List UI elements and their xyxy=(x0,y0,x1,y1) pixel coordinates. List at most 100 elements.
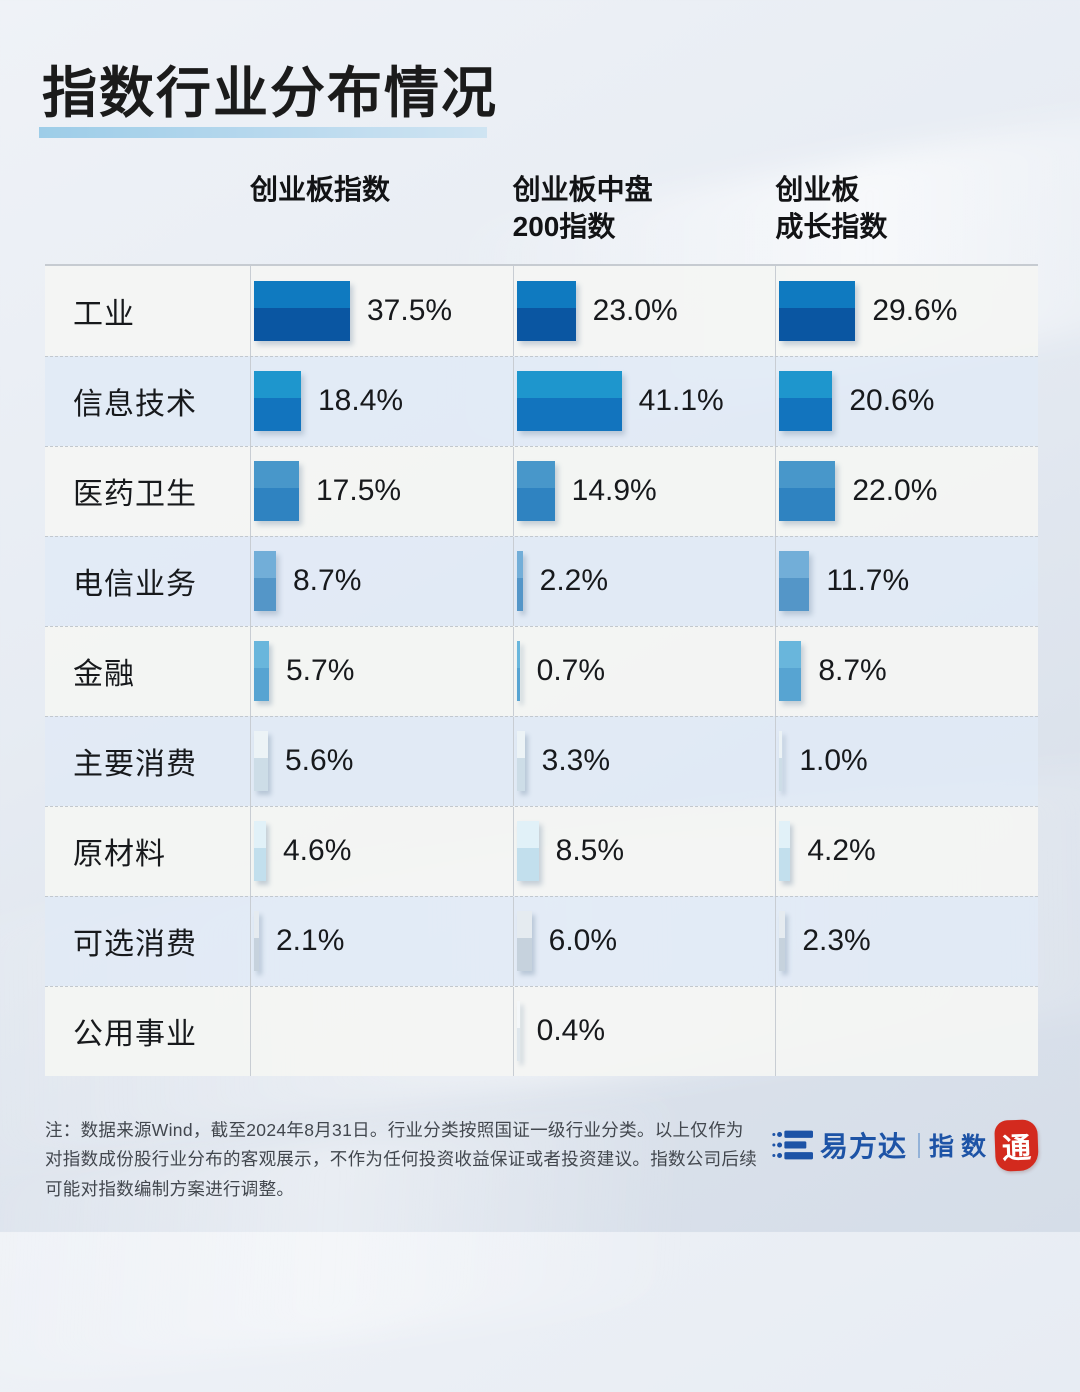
distribution-bar xyxy=(779,371,833,432)
distribution-bar xyxy=(779,911,786,972)
percentage-value: 11.7% xyxy=(826,564,910,598)
bar-cell: 2.2% xyxy=(512,536,776,626)
bar-cell xyxy=(250,986,513,1076)
row-label: 主要消费 xyxy=(73,748,197,782)
distribution-bar xyxy=(779,551,810,612)
bar-cell: 23.0% xyxy=(512,265,776,356)
percentage-value: 4.6% xyxy=(283,834,352,868)
bar-cell: 11.7% xyxy=(775,536,1038,626)
bar-cell: 22.0% xyxy=(775,446,1038,536)
percentage-value: 2.1% xyxy=(276,924,345,958)
percentage-value: 18.4% xyxy=(318,384,404,418)
table-row: 工业 37.5% 23.0% 29.6% xyxy=(45,265,1038,356)
brand-name: 易方达 xyxy=(819,1131,907,1163)
table-row: 原材料 4.6% 8.5% 4.2% xyxy=(45,805,1038,896)
bar-cell: 17.5% xyxy=(250,446,513,536)
bar-cell: 2.3% xyxy=(775,896,1038,986)
logo-divider xyxy=(917,1132,920,1158)
distribution-bar xyxy=(254,641,269,702)
percentage-value: 8.5% xyxy=(555,834,625,868)
distribution-bar xyxy=(516,551,523,612)
column-header-chinext-midcap200-index: 创业板中盘 200指数 xyxy=(512,174,653,242)
percentage-value: 3.3% xyxy=(541,744,611,778)
percentage-value: 41.1% xyxy=(638,384,724,418)
bar-cell: 4.2% xyxy=(775,806,1038,896)
distribution-bar xyxy=(254,731,268,792)
column-headers: 创业板指数 创业板中盘 200指数 创业板 成长指数 xyxy=(45,128,1038,264)
distribution-bar xyxy=(254,371,301,432)
percentage-value: 2.3% xyxy=(802,924,871,958)
percentage-value: 0.4% xyxy=(536,1014,606,1048)
title-block: 指数行业分布情况 xyxy=(39,48,499,138)
table-row: 信息技术 18.4% 41.1% 20.6% xyxy=(45,355,1038,446)
bar-cell: 20.6% xyxy=(775,356,1038,446)
bar-cell: 37.5% xyxy=(250,265,513,356)
distribution-bar xyxy=(516,641,520,702)
bar-cell: 0.7% xyxy=(512,626,776,716)
percentage-value: 23.0% xyxy=(592,293,678,327)
title-underline xyxy=(39,127,487,138)
row-label: 原材料 xyxy=(73,838,166,872)
footnote-text: 注：数据来源Wind，截至2024年8月31日。行业分类按照国证一级行业分类。以… xyxy=(45,1119,757,1199)
distribution-bar xyxy=(779,641,802,702)
percentage-value: 8.7% xyxy=(293,564,362,598)
percentage-value: 1.0% xyxy=(799,744,868,778)
efund-logo: 易方达 指数 通 xyxy=(771,1119,1039,1172)
bar-cell: 0.4% xyxy=(512,986,776,1076)
row-label: 信息技术 xyxy=(73,388,197,422)
percentage-value: 8.7% xyxy=(818,654,887,688)
bar-cell: 5.7% xyxy=(250,626,513,716)
bar-cell: 29.6% xyxy=(775,265,1038,356)
bar-cell: 41.1% xyxy=(512,356,776,446)
percentage-value: 2.2% xyxy=(539,564,609,598)
efund-e-icon xyxy=(772,1131,813,1160)
distribution-bar xyxy=(779,731,783,792)
percentage-value: 6.0% xyxy=(548,924,618,958)
distribution-bar xyxy=(516,280,576,341)
percentage-value: 5.6% xyxy=(285,744,354,778)
percentage-value: 14.9% xyxy=(571,474,657,508)
percentage-value: 17.5% xyxy=(316,474,402,508)
tong-seal-icon: 通 xyxy=(994,1119,1039,1172)
distribution-bar xyxy=(779,280,856,341)
distribution-bar xyxy=(516,461,555,522)
distribution-bar xyxy=(779,461,836,522)
bar-cell: 14.9% xyxy=(512,446,776,536)
row-label: 医药卫生 xyxy=(73,478,197,512)
row-label: 可选消费 xyxy=(73,928,197,962)
row-label: 工业 xyxy=(73,297,135,331)
table-row: 主要消费 5.6% 3.3% 1.0% xyxy=(45,715,1038,806)
bar-cell: 1.0% xyxy=(775,716,1038,806)
distribution-bar xyxy=(254,911,259,972)
distribution-bar xyxy=(254,551,276,612)
table-row: 电信业务 8.7% 2.2% 11.7% xyxy=(45,535,1038,626)
distribution-bar xyxy=(516,371,622,432)
product-name: 指数 xyxy=(928,1133,993,1162)
percentage-value: 4.2% xyxy=(807,834,876,868)
bar-cell xyxy=(775,986,1038,1076)
table-row: 医药卫生 17.5% 14.9% 22.0% xyxy=(45,445,1038,536)
distribution-bar xyxy=(779,821,791,882)
bar-cell: 8.7% xyxy=(250,536,513,626)
bar-cell: 6.0% xyxy=(512,896,776,986)
percentage-value: 29.6% xyxy=(872,293,958,327)
footer: 注：数据来源Wind，截至2024年8月31日。行业分类按照国证一级行业分类。以… xyxy=(45,1116,1039,1204)
bar-cell: 4.6% xyxy=(250,806,513,896)
distribution-bar xyxy=(516,1001,520,1062)
industry-distribution-table: 工业 37.5% 23.0% 29.6% 信息技术 18.4% 41.1% 20… xyxy=(45,263,1038,1076)
distribution-bar xyxy=(516,731,525,792)
table-row: 金融 5.7% 0.7% 8.7% xyxy=(45,625,1038,716)
bar-cell: 3.3% xyxy=(512,716,776,806)
distribution-bar xyxy=(516,821,539,882)
distribution-bar xyxy=(516,911,532,972)
bar-cell: 8.7% xyxy=(775,626,1038,716)
distribution-bar xyxy=(254,821,266,882)
table-row: 公用事业 0.4% xyxy=(45,985,1038,1076)
column-header-chinext-growth-index: 创业板 成长指数 xyxy=(775,174,888,242)
bar-cell: 8.5% xyxy=(512,806,776,896)
bar-cell: 18.4% xyxy=(250,356,513,446)
percentage-value: 0.7% xyxy=(536,654,606,688)
percentage-value: 5.7% xyxy=(286,654,355,688)
page-title: 指数行业分布情况 xyxy=(42,62,499,124)
percentage-value: 22.0% xyxy=(852,474,938,508)
